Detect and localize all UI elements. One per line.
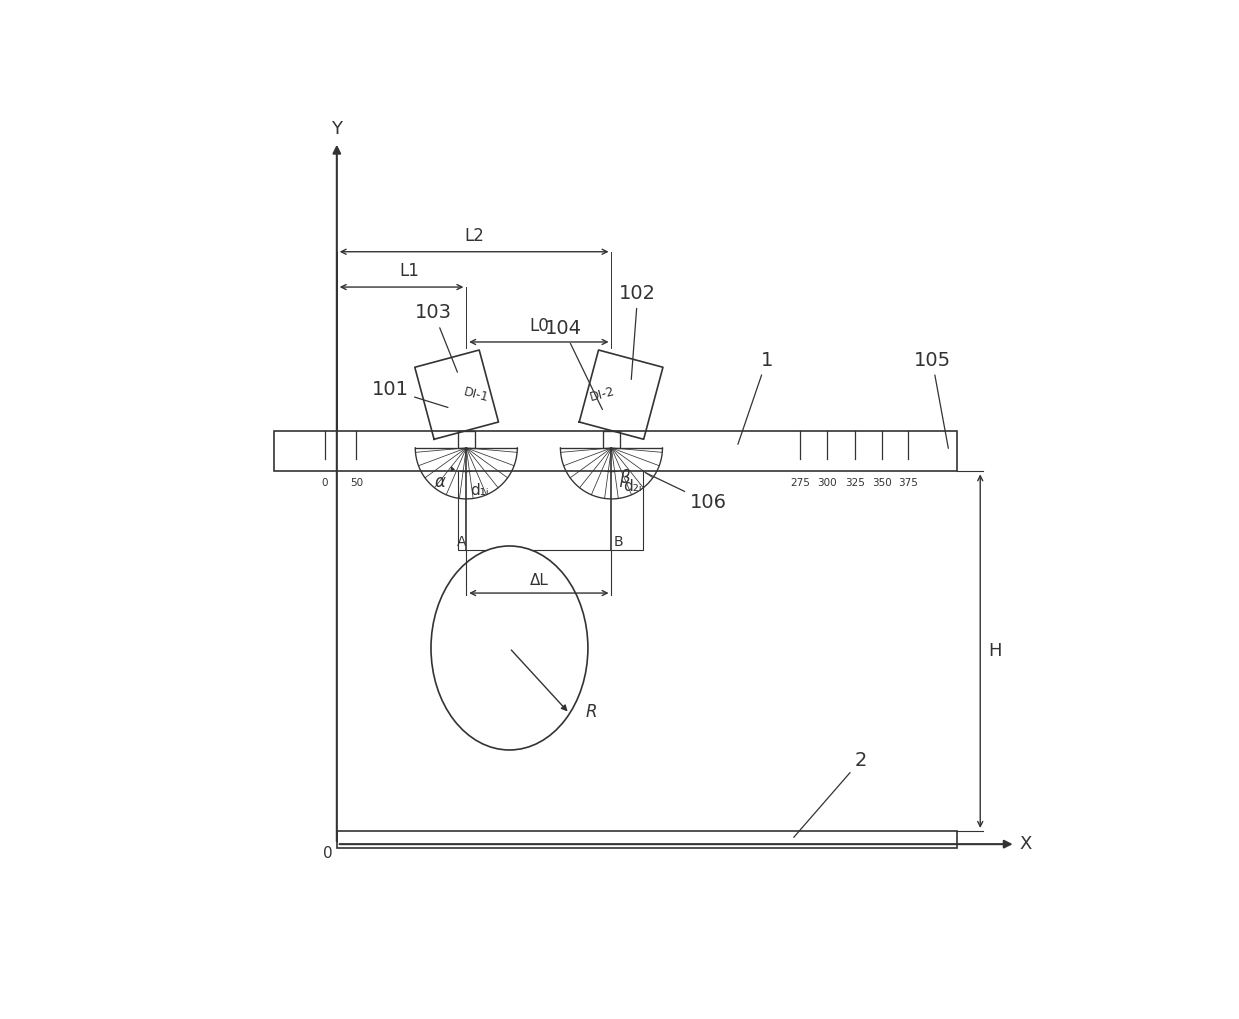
Text: 103: 103	[415, 304, 457, 372]
Bar	[458, 431, 643, 550]
Text: 1: 1	[738, 351, 773, 444]
Text: α: α	[435, 473, 446, 491]
Text: B: B	[613, 535, 623, 549]
Bar	[274, 431, 957, 472]
Text: L0: L0	[529, 317, 549, 335]
Text: 325: 325	[845, 478, 865, 488]
Text: 105: 105	[913, 351, 950, 448]
Bar	[457, 431, 475, 448]
Text: β: β	[620, 469, 629, 487]
Text: 300: 300	[818, 478, 838, 488]
Text: 50: 50	[349, 478, 363, 488]
Text: Y: Y	[331, 120, 342, 138]
Text: H: H	[987, 642, 1001, 660]
Text: L2: L2	[465, 226, 484, 245]
Text: X: X	[1020, 836, 1032, 853]
Text: ΔL: ΔL	[529, 573, 549, 588]
Bar	[603, 431, 620, 448]
Text: 106: 106	[646, 473, 727, 513]
Text: 2: 2	[794, 751, 867, 838]
Text: L1: L1	[399, 262, 419, 280]
Text: DI-1: DI-1	[462, 385, 489, 405]
Text: 104: 104	[545, 319, 602, 410]
Text: 275: 275	[789, 478, 810, 488]
Text: 375: 375	[898, 478, 918, 488]
Text: d₂ᵢ: d₂ᵢ	[623, 479, 642, 494]
Text: 101: 101	[372, 380, 449, 408]
Text: R: R	[585, 703, 597, 721]
Text: DI-2: DI-2	[587, 385, 616, 405]
Text: 350: 350	[872, 478, 892, 488]
Text: 0: 0	[322, 478, 328, 488]
Text: 102: 102	[620, 284, 657, 379]
Text: A: A	[457, 535, 466, 549]
Text: 0: 0	[322, 846, 332, 861]
Text: d₁ᵢ: d₁ᵢ	[471, 483, 489, 498]
Bar	[337, 830, 957, 848]
Ellipse shape	[431, 546, 589, 750]
